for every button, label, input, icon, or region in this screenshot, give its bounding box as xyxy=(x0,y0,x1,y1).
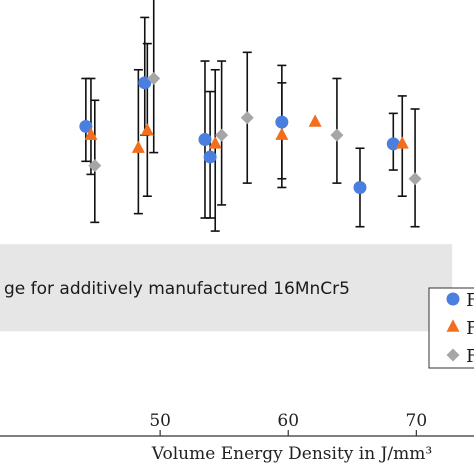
legend-entry-label: F xyxy=(466,318,474,339)
error-bar xyxy=(410,108,420,228)
data-point-diamond xyxy=(88,159,102,173)
data-point-triangle xyxy=(395,136,409,149)
reference-band-rect xyxy=(0,244,453,332)
data-point-circle xyxy=(79,119,93,133)
data-point-circle xyxy=(138,76,152,90)
x-tick-label: 60 xyxy=(277,411,299,431)
legend: FFF xyxy=(428,287,474,369)
data-point-triangle xyxy=(275,127,289,140)
data-point-diamond xyxy=(215,128,229,142)
data-point-diamond xyxy=(408,172,422,186)
legend-entry-label: F xyxy=(466,290,474,311)
data-point-triangle xyxy=(131,140,145,153)
x-axis-ticks: 50 60 70 xyxy=(149,411,427,436)
data-point-circle xyxy=(353,180,367,194)
x-tick-label: 70 xyxy=(406,411,428,431)
data-point-circle xyxy=(275,115,289,129)
data-point-triangle xyxy=(140,123,154,136)
error-bar xyxy=(210,68,220,232)
data-point-diamond xyxy=(147,71,161,85)
legend-marker-triangle xyxy=(446,319,460,332)
legend-marker-circle xyxy=(446,292,460,306)
data-markers xyxy=(79,71,422,194)
data-point-triangle xyxy=(208,136,222,149)
data-point-diamond xyxy=(240,111,254,125)
error-bar xyxy=(81,77,91,163)
reference-band-label: ge for additively manufactured 16MnCr5 xyxy=(4,279,350,299)
data-point-triangle xyxy=(84,127,98,140)
legend-marker-diamond xyxy=(446,348,460,362)
reference-band: ge for additively manufactured 16MnCr5 xyxy=(0,244,453,332)
legend-entry-label: F xyxy=(466,346,474,367)
x-axis-label: Volume Energy Density in J/mm³ xyxy=(151,444,432,464)
data-point-triangle xyxy=(308,114,322,127)
data-point-circle xyxy=(198,133,212,147)
data-point-circle xyxy=(203,150,217,164)
data-point-diamond xyxy=(330,128,344,142)
x-tick-label: 50 xyxy=(149,411,171,431)
error-bar xyxy=(142,42,152,197)
